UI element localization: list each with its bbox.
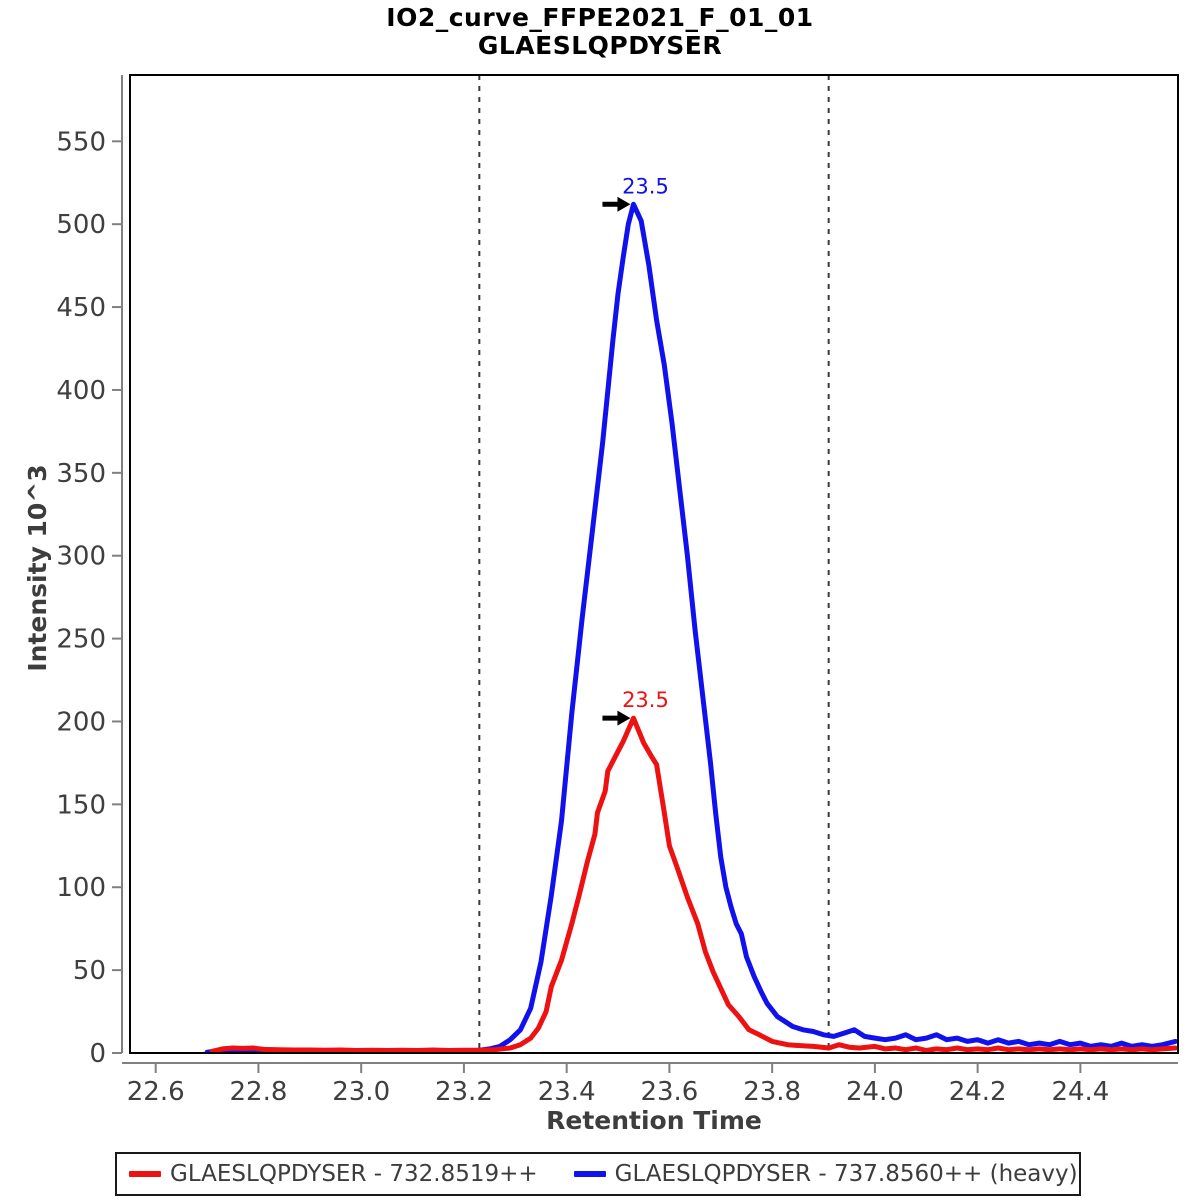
x-tick-label: 23.0 <box>332 1077 390 1107</box>
x-axis-title: Retention Time <box>546 1106 762 1135</box>
x-tick-label: 23.6 <box>640 1077 698 1107</box>
legend-item-light: GLAESLQPDYSER - 732.8519++ <box>129 1161 538 1187</box>
x-tick-label: 23.2 <box>435 1077 493 1107</box>
series-line-light <box>209 715 1178 1053</box>
y-tick-label: 300 <box>56 542 106 572</box>
y-tick-label: 200 <box>56 707 106 737</box>
plot-area <box>204 75 1178 1053</box>
x-tick-label: 23.4 <box>538 1077 596 1107</box>
x-tick-label: 23.8 <box>743 1077 801 1107</box>
y-tick-label: 400 <box>56 376 106 406</box>
y-tick-label: 100 <box>56 873 106 903</box>
chromatogram-plot: 23.5 23.5 0 50 100 150 200 250 300 350 400 450 500 55… <box>56 74 1179 1107</box>
red-line-swatch <box>129 1171 161 1177</box>
y-axis-title: Intensity 10^3 <box>23 464 52 672</box>
legend-item-heavy: GLAESLQPDYSER - 737.8560++ (heavy) <box>573 1161 1078 1187</box>
peak-arrow-icon <box>602 196 631 212</box>
peak-rt-label-light: 23.5 <box>622 688 669 712</box>
blue-line-swatch <box>573 1171 606 1177</box>
legend-label-light: GLAESLQPDYSER - 732.8519++ <box>170 1161 538 1187</box>
peak-rt-label-heavy: 23.5 <box>622 174 669 198</box>
y-tick-label: 550 <box>56 127 106 157</box>
y-tick-label: 350 <box>56 459 106 489</box>
y-tick-label: 250 <box>56 625 106 655</box>
title-block: IO2_curve_FFPE2021_F_01_01 GLAESLQPDYSER <box>0 4 1200 60</box>
y-tick-label: 50 <box>73 956 106 986</box>
y-tick-label: 150 <box>56 790 106 820</box>
peak-arrow-icon <box>602 710 631 726</box>
legend: GLAESLQPDYSER - 732.8519++ GLAESLQPDYSER… <box>115 1152 1081 1196</box>
chart-subtitle: GLAESLQPDYSER <box>477 31 723 60</box>
y-tick-label: 500 <box>56 210 106 240</box>
x-tick-label: 24.4 <box>1051 1077 1109 1107</box>
series-line-heavy <box>204 201 1178 1053</box>
legend-label-heavy: GLAESLQPDYSER - 737.8560++ (heavy) <box>614 1161 1078 1187</box>
x-tick-label: 22.6 <box>127 1077 185 1107</box>
chart-frame <box>129 74 1179 1054</box>
x-tick-label: 24.2 <box>949 1077 1007 1107</box>
y-tick-label: 0 <box>89 1039 106 1069</box>
chart-title: IO2_curve_FFPE2021_F_01_01 <box>386 3 814 32</box>
x-tick-label: 24.0 <box>846 1077 904 1107</box>
x-tick-label: 22.8 <box>229 1077 287 1107</box>
y-tick-label: 450 <box>56 293 106 323</box>
